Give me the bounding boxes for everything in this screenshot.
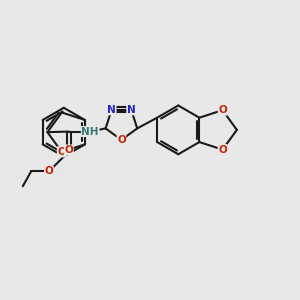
Text: O: O bbox=[218, 105, 227, 115]
Text: N: N bbox=[107, 105, 116, 115]
Text: O: O bbox=[64, 145, 73, 155]
Text: O: O bbox=[57, 147, 66, 157]
Text: O: O bbox=[117, 135, 126, 145]
Text: O: O bbox=[45, 167, 53, 176]
Text: NH: NH bbox=[82, 127, 99, 136]
Text: N: N bbox=[127, 105, 136, 115]
Text: O: O bbox=[218, 145, 227, 154]
